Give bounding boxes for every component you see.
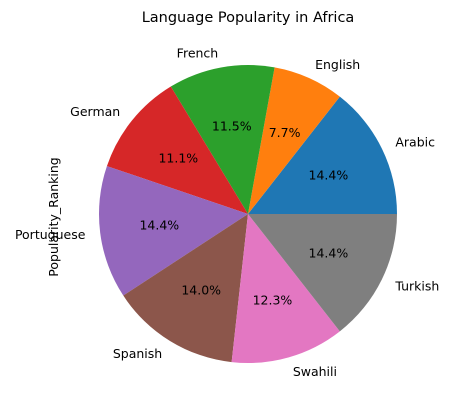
pie-slice-turkish	[248, 214, 397, 332]
category-label-spanish: Spanish	[113, 346, 162, 361]
percent-label-english: 7.7%	[269, 125, 301, 140]
category-labels: Arabic English French German Portuguese Spani…	[15, 45, 439, 379]
percent-label-german: 11.1%	[158, 151, 198, 166]
percent-label-french: 11.5%	[212, 119, 252, 134]
pie-slice-portuguese	[99, 166, 248, 296]
percent-labels: 14.4% 7.7% 11.5% 11.1% 14.4% 14.0% 12.3% 14.4%	[139, 119, 348, 308]
pie-slice-english	[248, 67, 340, 215]
pie-slices	[99, 65, 397, 364]
pie-slice-german	[106, 86, 248, 214]
pie-slice-arabic	[248, 96, 397, 214]
y-axis-label: Popularity_Ranking	[46, 157, 61, 276]
category-label-turkish: Turkish	[394, 278, 439, 293]
category-label-french: French	[177, 45, 219, 60]
percent-label-arabic: 14.4%	[309, 167, 349, 182]
category-label-german: German	[70, 104, 120, 119]
pie-slice-swahili	[231, 214, 340, 364]
pie-slice-french	[170, 65, 275, 214]
category-label-portuguese: Portuguese	[15, 227, 86, 242]
category-label-arabic: Arabic	[395, 135, 435, 150]
percent-label-swahili: 12.3%	[253, 292, 293, 307]
pie-slice-spanish	[123, 214, 248, 363]
chart-title: Language Popularity in Africa	[142, 10, 355, 26]
percent-label-portuguese: 14.4%	[139, 218, 179, 233]
percent-label-spanish: 14.0%	[181, 283, 221, 298]
percent-label-turkish: 14.4%	[309, 246, 349, 261]
category-label-english: English	[315, 57, 360, 72]
category-label-swahili: Swahili	[293, 364, 337, 379]
